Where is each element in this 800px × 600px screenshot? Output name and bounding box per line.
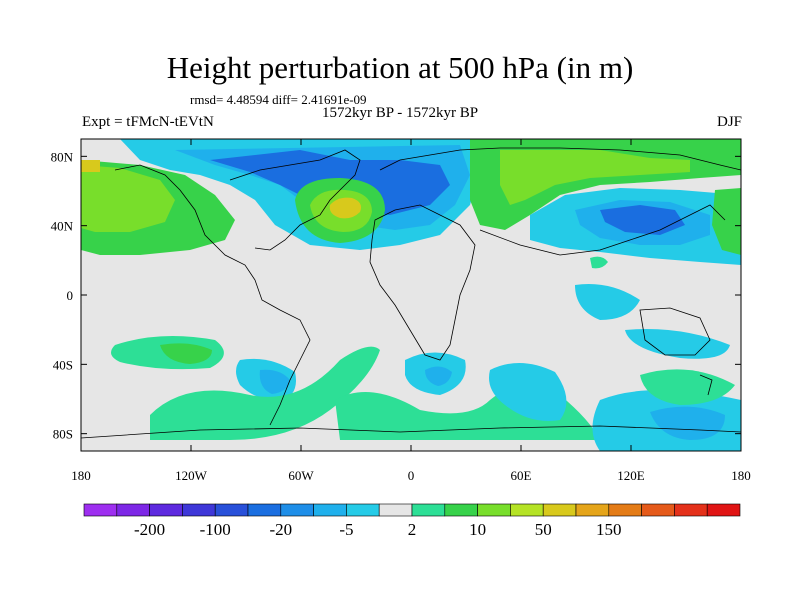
lon-tick-label: 120W [175, 468, 208, 483]
lat-axis: 80N 40N 0 40S 80S [51, 149, 741, 442]
stats-text: rmsd= 4.48594 diff= 2.41691e-09 [190, 92, 367, 107]
lon-tick-label: 180 [731, 468, 751, 483]
lat-tick-label: 80N [51, 149, 74, 164]
contour-region [590, 256, 608, 269]
coastline [81, 425, 741, 439]
contour-region [150, 346, 380, 440]
lon-tick-label: 180 [71, 468, 91, 483]
coastline [229, 149, 361, 251]
coastline [379, 147, 741, 171]
coastlines [81, 147, 741, 439]
contour-region [575, 284, 640, 320]
lat-tick-label: 80S [53, 427, 73, 442]
contour-region [259, 369, 290, 394]
contour-region [640, 369, 735, 405]
chart-title: Height perturbation at 500 hPa (in m) [166, 50, 634, 85]
contour-region [160, 343, 212, 364]
period-text: 1572kyr BP - 1572kyr BP [322, 105, 479, 121]
lon-tick-label: 120E [617, 468, 645, 483]
contour-region [425, 366, 452, 386]
lon-tick-label: 60W [288, 468, 314, 483]
contour-region [500, 150, 690, 205]
contour-region [712, 188, 741, 255]
season-text: DJF [716, 114, 742, 130]
coastline [114, 164, 311, 426]
lon-axis: 180 120W 60W 0 60E 120E 180 [71, 139, 751, 483]
lon-tick-label: 60E [511, 468, 532, 483]
contour-region [489, 362, 567, 421]
contour-region [625, 329, 730, 359]
coastline [699, 374, 713, 396]
lat-tick-label: 40N [51, 219, 74, 234]
lon-tick-label: 0 [408, 468, 415, 483]
experiment-text: Expt = tFMcN-tEVtN [82, 114, 214, 130]
contour-region [81, 160, 100, 172]
coastline [639, 307, 711, 356]
coastline [369, 204, 476, 361]
coastline [479, 204, 726, 256]
lat-tick-label: 0 [67, 288, 74, 303]
contour-region [650, 406, 725, 440]
contour-region [600, 205, 685, 235]
lat-tick-label: 40S [53, 357, 73, 372]
contour-region [329, 197, 361, 219]
contour-fills [81, 139, 741, 451]
contour-region [81, 165, 175, 232]
